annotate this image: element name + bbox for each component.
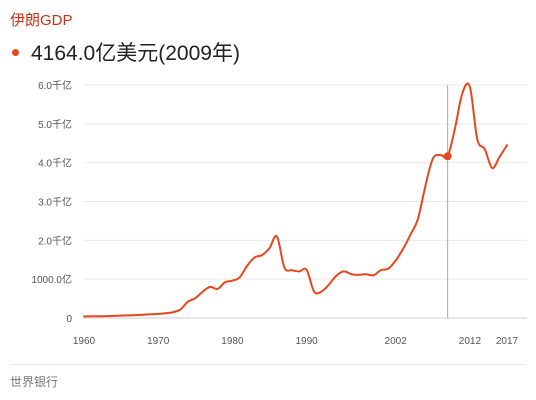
y-tick-label: 4.0千亿 bbox=[38, 157, 72, 170]
y-tick-label: 1000.0亿 bbox=[31, 273, 72, 286]
highlight-point[interactable] bbox=[443, 152, 452, 161]
headline-year: (2009年) bbox=[158, 42, 240, 65]
chart-title: 伊朗GDP bbox=[10, 12, 73, 29]
x-tick-label: 2017 bbox=[496, 336, 519, 347]
x-tick-label: 2002 bbox=[385, 336, 408, 347]
footer-divider bbox=[10, 364, 526, 365]
x-tick-label: 1990 bbox=[296, 336, 319, 347]
x-tick-label: 2012 bbox=[459, 336, 482, 347]
x-tick-label: 1970 bbox=[147, 336, 170, 347]
y-tick-label: 0 bbox=[66, 314, 72, 325]
y-tick-label: 3.0千亿 bbox=[38, 196, 72, 209]
y-axis-labels: 0 1000.0亿 2.0千亿 3.0千亿 4.0千亿 5.0千亿 6.0千亿 bbox=[31, 79, 72, 325]
y-tick-label: 2.0千亿 bbox=[38, 234, 72, 247]
data-source: 世界银行 bbox=[10, 375, 59, 389]
headline-amount: 4164.0亿美元 bbox=[31, 42, 159, 65]
series-bullet-icon bbox=[12, 48, 19, 56]
x-axis-labels: 1960 1970 1980 1990 2002 2012 2017 bbox=[73, 336, 519, 347]
gdp-series-line[interactable] bbox=[83, 82, 508, 318]
x-tick-label: 1980 bbox=[221, 336, 244, 347]
y-tick-label: 6.0千亿 bbox=[38, 79, 72, 92]
headline-value: 4164.0亿美元(2009年) bbox=[10, 37, 240, 67]
y-grid bbox=[84, 84, 527, 319]
y-tick-label: 5.0千亿 bbox=[38, 118, 72, 131]
x-tick-label: 1960 bbox=[73, 336, 96, 347]
